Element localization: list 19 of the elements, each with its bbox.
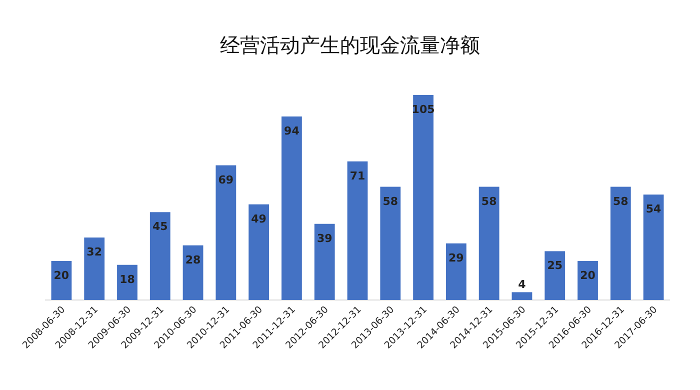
chart-title: 经营活动产生的现金流量净额 (220, 33, 480, 57)
data-label: 25 (547, 259, 563, 272)
data-label: 20 (580, 268, 596, 282)
data-label: 58 (382, 194, 398, 208)
data-label: 69 (218, 173, 234, 186)
data-label: 54 (646, 202, 662, 216)
data-label: 4 (518, 278, 526, 292)
data-label: 39 (316, 232, 332, 245)
data-label: 20 (54, 268, 70, 282)
data-label: 58 (613, 194, 628, 208)
data-label: 94 (284, 124, 300, 138)
data-label: 58 (481, 194, 497, 208)
data-label: 29 (448, 251, 464, 264)
data-label: 49 (251, 212, 266, 226)
data-label: 28 (185, 253, 201, 266)
data-label: 18 (120, 272, 135, 286)
data-label: 32 (86, 246, 102, 259)
data-label: 71 (350, 169, 366, 182)
data-label: 45 (152, 220, 168, 234)
